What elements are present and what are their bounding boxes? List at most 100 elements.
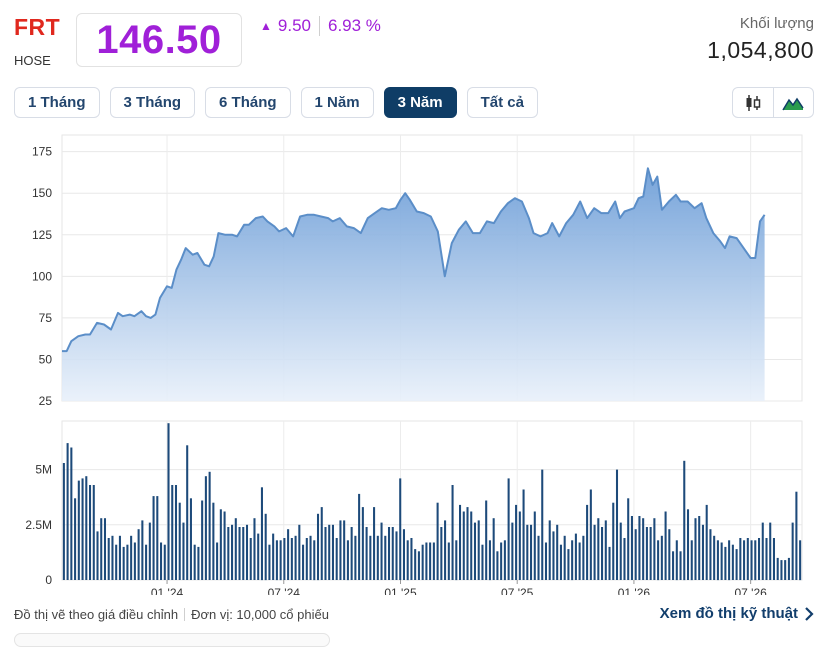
- volume-bar: [686, 509, 690, 580]
- candlestick-button[interactable]: [733, 88, 773, 117]
- price-area-fill: [62, 168, 765, 401]
- volume-bar: [137, 529, 140, 580]
- volume-bar: [346, 540, 349, 581]
- volume-bar: [615, 469, 619, 580]
- volume-bar: [728, 540, 731, 581]
- volume-bar: [287, 529, 290, 580]
- tab-3-years[interactable]: 3 Năm: [383, 87, 457, 118]
- volume-bar: [739, 538, 742, 580]
- volume-bar: [380, 522, 383, 580]
- volume-bar: [518, 511, 521, 580]
- volume-bar: [242, 527, 245, 580]
- volume-bar: [227, 527, 230, 580]
- volume-bar: [148, 522, 151, 580]
- volume-bar: [754, 540, 757, 581]
- volume-bar: [559, 544, 562, 580]
- volume-bar: [130, 535, 133, 580]
- volume-bar: [470, 511, 473, 580]
- volume-bar: [100, 518, 103, 580]
- volume-bar: [391, 527, 394, 580]
- volume-bar: [720, 542, 723, 580]
- volume-bar: [701, 524, 704, 580]
- volume-bar: [500, 542, 503, 580]
- volume-bar: [219, 509, 222, 580]
- volume-tick-label: 2.5M: [25, 518, 52, 532]
- volume-bar: [96, 531, 99, 580]
- volume-bar: [272, 533, 275, 580]
- volume-bar: [223, 511, 226, 580]
- volume-bar: [399, 478, 402, 580]
- volume-bar: [705, 504, 708, 580]
- technical-chart-link[interactable]: Xem đồ thị kỹ thuật: [660, 605, 814, 622]
- volume-bar: [780, 560, 783, 580]
- tab-6-months[interactable]: 6 Tháng: [205, 87, 291, 118]
- volume-bar: [231, 524, 234, 580]
- volume-bar: [455, 540, 458, 581]
- volume-bar: [533, 511, 536, 580]
- volume-bar: [264, 513, 267, 581]
- price-change: ▲ 9.50 6.93 %: [260, 16, 381, 36]
- volume-bar: [260, 487, 263, 581]
- volume-bar: [81, 478, 84, 580]
- volume-bar: [305, 538, 308, 580]
- volume-bar: [765, 538, 768, 580]
- volume-bar: [111, 535, 114, 580]
- volume-bar: [563, 535, 566, 580]
- x-tick-label: 07 '24: [268, 586, 301, 595]
- volume-bar: [485, 500, 488, 580]
- price-tick-label: 125: [32, 228, 52, 242]
- volume-bar: [358, 493, 361, 580]
- volume-bar: [361, 507, 364, 580]
- volume-bar: [74, 498, 77, 580]
- volume-bar: [604, 520, 607, 580]
- volume-bar: [373, 507, 376, 580]
- tab-1-month[interactable]: 1 Tháng: [14, 87, 100, 118]
- volume-bar: [567, 549, 570, 580]
- volume-bar: [601, 527, 604, 580]
- volume-bar: [77, 480, 80, 580]
- tab-all[interactable]: Tất cả: [466, 87, 538, 118]
- volume-bar: [552, 531, 555, 580]
- volume-bar: [290, 538, 293, 580]
- volume-bar: [578, 542, 581, 580]
- volume-bar: [174, 485, 178, 580]
- volume-bar: [660, 535, 663, 580]
- volume-bar: [234, 518, 237, 580]
- candlestick-icon: [746, 94, 760, 111]
- volume-bar: [152, 496, 155, 580]
- chart-type-toggle: [732, 87, 814, 118]
- volume-bar: [750, 540, 753, 581]
- volume-bar: [574, 533, 577, 580]
- volume-bar: [571, 540, 574, 581]
- volume-value: 1,054,800: [707, 37, 814, 63]
- volume-bar: [675, 540, 678, 581]
- volume-bar: [627, 498, 630, 580]
- mountain-button[interactable]: [772, 88, 814, 117]
- volume-bar: [402, 529, 405, 580]
- volume-bar: [122, 546, 125, 580]
- volume-bar: [556, 524, 559, 580]
- tab-1-year[interactable]: 1 Năm: [300, 87, 374, 118]
- volume-bar: [488, 540, 491, 581]
- chart-footnote: Đồ thị vẽ theo giá điều chỉnh Đơn vị: 10,…: [14, 607, 329, 622]
- technical-chart-link-label: Xem đồ thị kỹ thuật: [659, 605, 798, 622]
- change-absolute: 9.50: [277, 16, 311, 35]
- volume-bar: [757, 538, 761, 580]
- volume-bar: [66, 443, 69, 580]
- volume-bar: [776, 557, 779, 580]
- current-price: 146.50: [96, 18, 222, 62]
- volume-bar: [530, 524, 533, 580]
- volume-bar: [462, 511, 465, 580]
- tab-3-months[interactable]: 3 Tháng: [109, 87, 196, 118]
- volume-bar: [436, 502, 439, 580]
- volume-bar: [653, 518, 656, 580]
- volume-bar: [324, 527, 327, 580]
- volume-bar: [253, 518, 256, 580]
- volume-bar: [70, 447, 73, 580]
- bottom-panel-edge: [14, 633, 330, 647]
- volume-bar: [791, 522, 794, 580]
- volume-bar: [309, 535, 312, 580]
- volume-bar: [417, 551, 420, 580]
- volume-bar: [313, 540, 316, 581]
- volume-bar: [664, 511, 667, 580]
